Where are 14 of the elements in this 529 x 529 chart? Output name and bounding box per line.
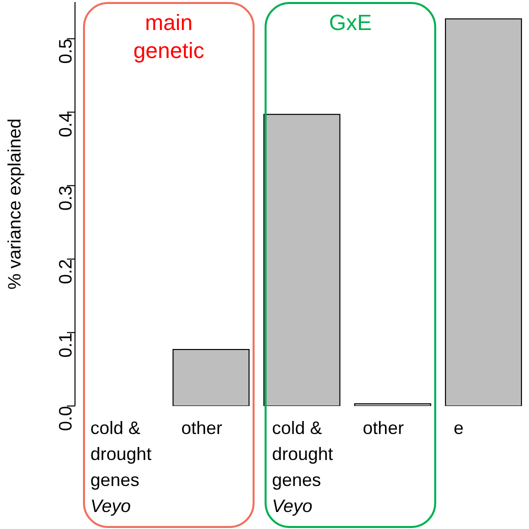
x-tick-label: other	[362, 418, 404, 438]
x-tick-label: cold & drought genes Veyo	[272, 418, 334, 516]
y-tick-label: 0.2	[55, 259, 76, 284]
y-tick-label: 0.1	[55, 332, 76, 358]
y-tick-label: 0.3	[55, 186, 76, 211]
x-tick-label: cold & drought genes Veyo	[90, 418, 152, 516]
y-tick-label: 0.5	[55, 38, 76, 64]
x-tick-label: e	[454, 418, 464, 438]
x-tick-label: other	[181, 418, 222, 438]
annotation: main genetic	[133, 10, 204, 63]
y-tick-label: 0.4	[55, 112, 76, 138]
y-axis-title: % variance explained	[4, 118, 24, 290]
annotation: GxE	[329, 10, 372, 35]
y-tick-label: 0.0	[55, 406, 76, 432]
